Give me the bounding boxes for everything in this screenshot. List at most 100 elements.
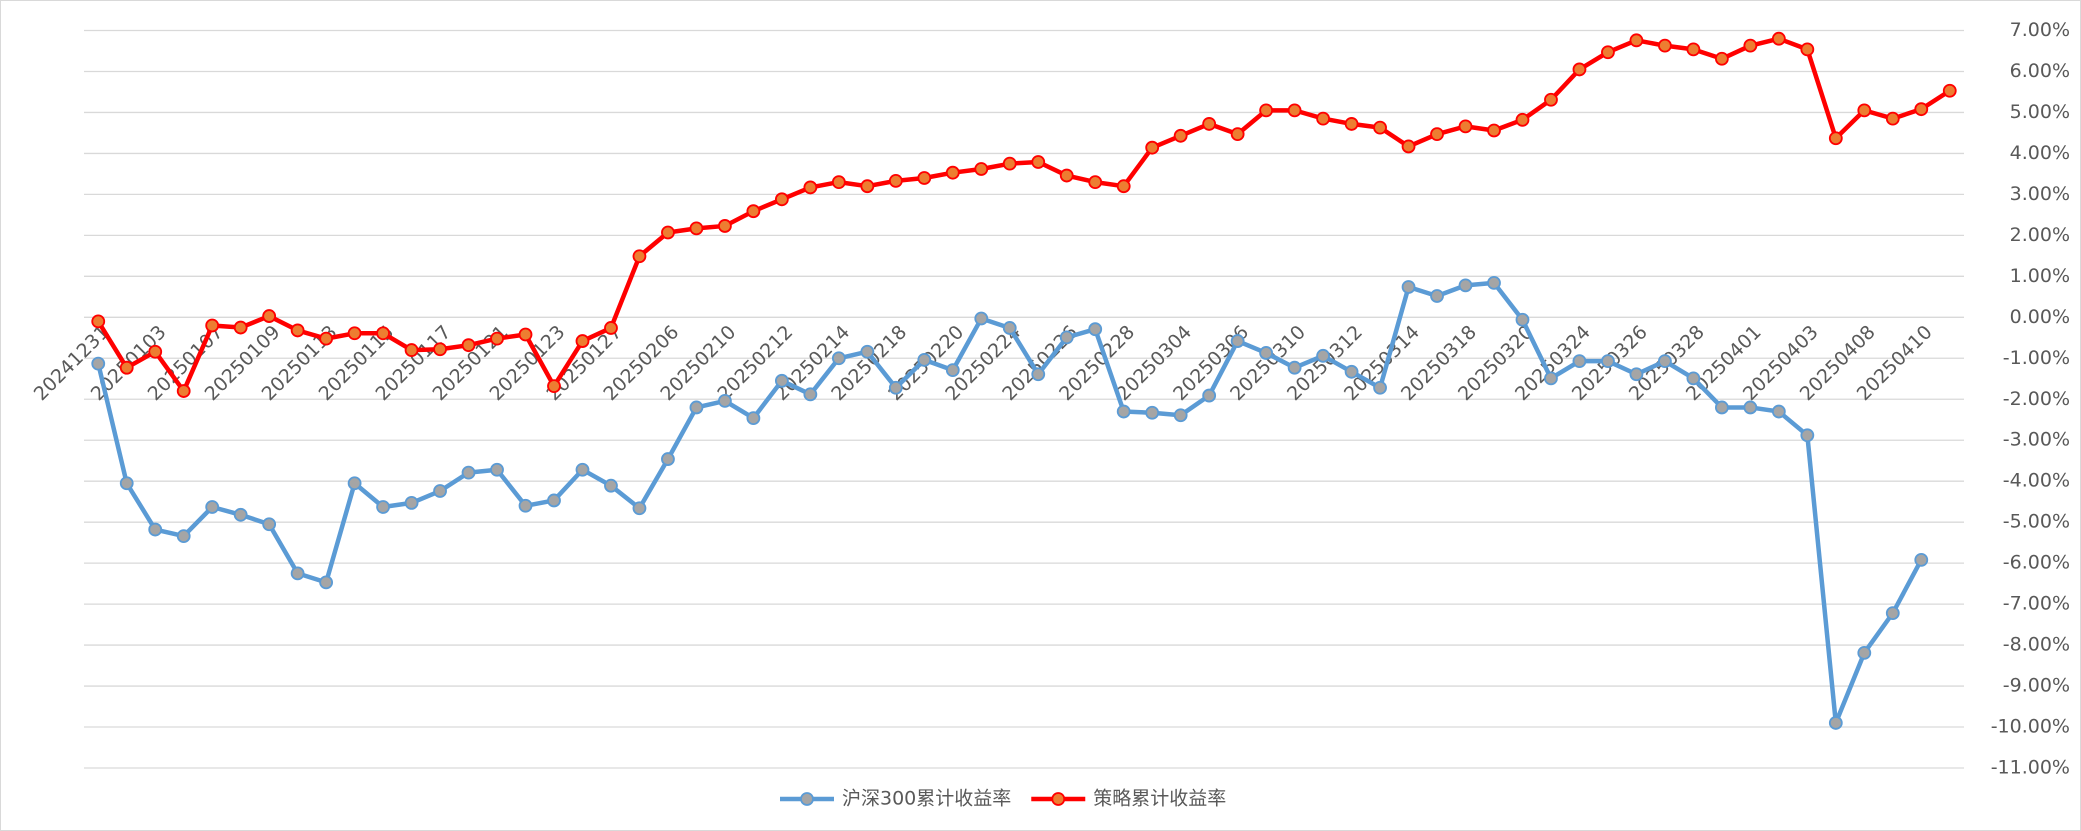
data-point [860,344,875,359]
data-point [860,179,875,194]
data-point [1686,42,1701,57]
data-point [1857,645,1872,660]
data-point [774,373,789,388]
data-point [575,334,590,348]
data-point [1515,312,1530,327]
data-point [1487,123,1501,138]
legend-item: 沪深300累计收益率 [780,788,1011,810]
data-point [1771,404,1786,419]
data-point [661,452,675,466]
data-point [547,379,561,394]
data-point [547,493,561,508]
data-point [917,171,932,185]
data-point [1629,33,1644,48]
data-point [1572,354,1587,369]
data-point [376,326,390,341]
data-point [1088,322,1103,337]
data-point [1259,346,1274,360]
data-point [148,522,163,537]
data-point [1401,280,1416,294]
y-tick-label: 0.00% [2010,306,2070,328]
data-point [1059,168,1074,183]
y-tick-label: -8.00% [2003,634,2070,656]
data-point [1458,278,1473,293]
data-point [1373,120,1387,135]
data-point [1828,716,1843,730]
data-point [661,225,675,240]
data-point [1401,139,1416,154]
data-point [1714,400,1729,415]
legend-marker [800,792,814,806]
data-point [718,393,732,408]
y-tick-label: 7.00% [2010,19,2070,41]
data-point [1458,119,1473,134]
data-point [205,500,220,514]
data-point [1316,111,1330,126]
data-point [233,507,248,522]
data-point [1771,31,1786,46]
data-point [1031,155,1046,169]
y-tick-label: -1.00% [2003,347,2070,369]
data-point [1857,103,1872,118]
data-point [490,331,504,346]
data-point [945,363,960,378]
data-point [518,498,533,513]
data-point [1544,371,1558,386]
y-tick-label: 2.00% [2010,224,2070,246]
legend-label: 沪深300累计收益率 [842,788,1011,810]
legend-marker [1051,792,1066,806]
data-point [433,484,447,498]
data-point [404,343,419,357]
data-point [1743,400,1758,415]
data-point [917,353,932,367]
data-point [1287,103,1302,118]
data-point [1002,321,1017,335]
data-point [1800,428,1815,443]
y-tick-label: -6.00% [2003,552,2070,574]
data-point [1088,175,1103,189]
data-point [1316,348,1330,363]
data-point [1373,380,1387,395]
data-point [1116,179,1131,194]
legend-label: 策略累计收益率 [1093,788,1226,810]
data-point [319,575,334,590]
data-point [1230,334,1245,348]
data-point [1202,117,1217,131]
data-point [1173,128,1188,143]
data-point [404,496,419,510]
data-point [1942,83,1957,98]
data-point [1914,552,1929,567]
data-point [347,326,362,341]
data-point [1572,62,1587,77]
data-point [774,192,789,207]
data-point [1544,92,1558,107]
data-point [1487,275,1501,290]
y-tick-label: 4.00% [2010,142,2070,164]
data-point [1800,42,1815,57]
data-point [888,173,903,188]
data-point [803,387,818,402]
data-point [1116,404,1131,419]
data-point [1515,112,1530,127]
data-point [262,309,277,323]
data-point [803,180,818,195]
data-point [119,476,134,491]
data-point [888,380,903,395]
data-point [1601,354,1615,369]
data-point [176,384,191,398]
data-point [1601,45,1615,60]
data-point [376,500,390,514]
y-tick-label: 3.00% [2010,183,2070,205]
y-tick-label: 5.00% [2010,101,2070,123]
data-point [575,462,590,477]
y-tick-label: -7.00% [2003,593,2070,615]
data-point [689,221,704,236]
data-point [119,360,134,375]
data-point [632,249,647,264]
data-point [604,321,618,335]
data-point [91,314,106,329]
data-point [632,501,647,516]
data-point [1914,102,1929,117]
